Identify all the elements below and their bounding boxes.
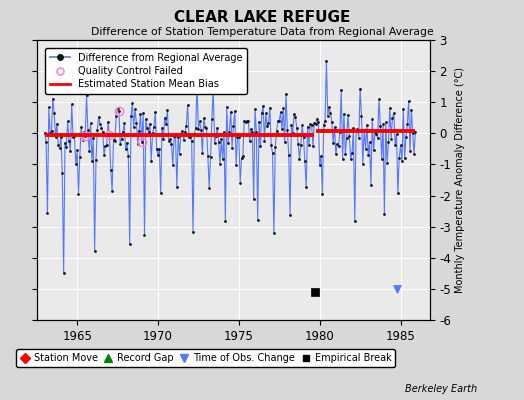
Y-axis label: Monthly Temperature Anomaly Difference (°C): Monthly Temperature Anomaly Difference (…	[455, 67, 465, 293]
Text: CLEAR LAKE REFUGE: CLEAR LAKE REFUGE	[174, 10, 350, 25]
Legend: Station Move, Record Gap, Time of Obs. Change, Empirical Break: Station Move, Record Gap, Time of Obs. C…	[16, 349, 395, 367]
Text: Difference of Station Temperature Data from Regional Average: Difference of Station Temperature Data f…	[91, 27, 433, 37]
Text: Berkeley Earth: Berkeley Earth	[405, 384, 477, 394]
